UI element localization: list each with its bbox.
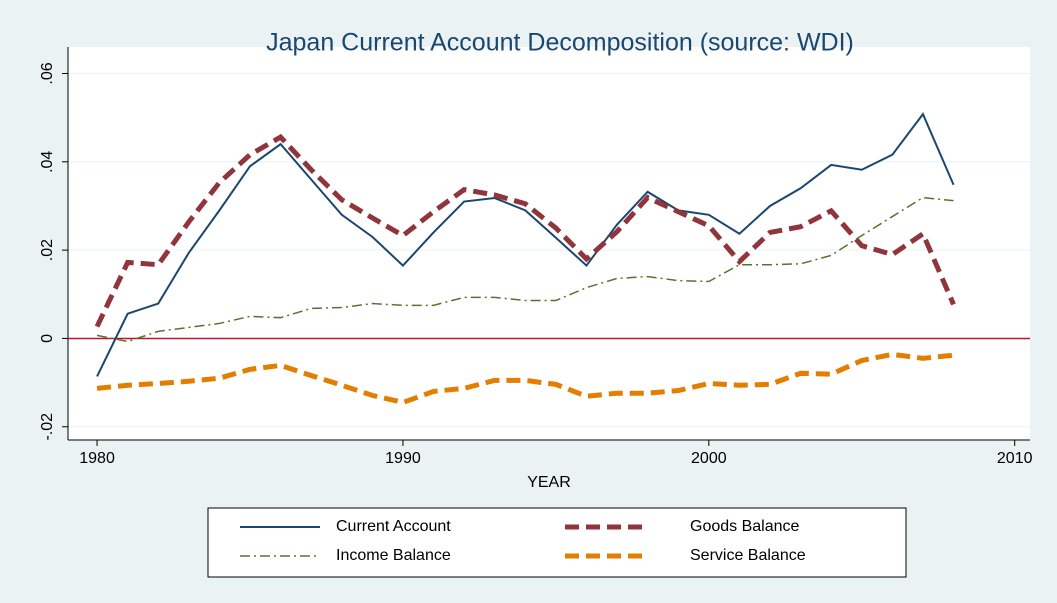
y-tick-label: .06 [39,62,56,84]
legend-box [207,507,907,578]
series-line [94,133,956,328]
legend-label: Current Account [336,518,451,535]
series-line [96,196,954,343]
y-tick-label: .02 [39,239,56,261]
y-tick-label: 0 [39,334,56,343]
x-tick-label: 2010 [997,450,1033,467]
x-tick-label: 1990 [385,450,421,467]
x-tick-label: 1980 [79,450,115,467]
x-tick-label: 2000 [691,450,727,467]
legend-label: Income Balance [336,547,451,564]
y-tick-label: .04 [39,151,56,173]
chart-title: Japan Current Account Decomposition (sou… [266,29,854,57]
legend-label: Goods Balance [690,518,800,535]
x-axis-label: YEAR [527,474,571,491]
series-line [96,112,955,377]
legend-label: Service Balance [690,547,806,564]
y-tick-label: -.02 [39,413,56,441]
